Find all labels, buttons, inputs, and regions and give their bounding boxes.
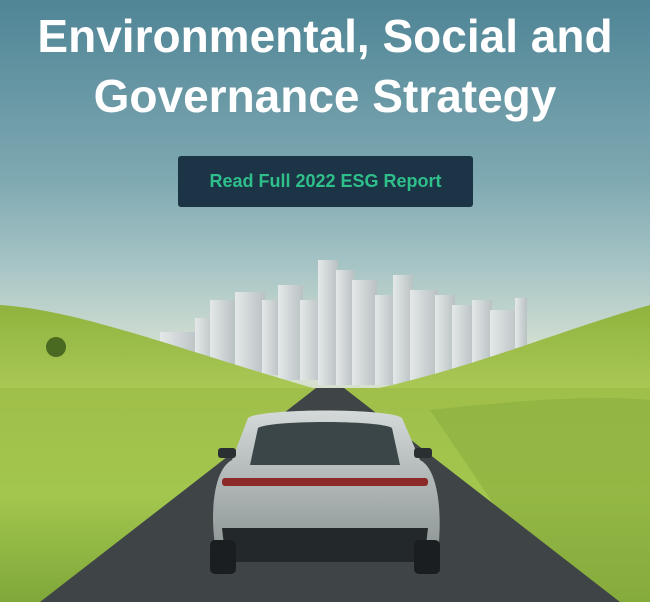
- car: [210, 410, 440, 574]
- right-grass-shadow: [430, 398, 650, 602]
- read-esg-report-button[interactable]: Read Full 2022 ESG Report: [178, 156, 473, 207]
- bush: [46, 337, 66, 357]
- city-skyline: [160, 260, 527, 385]
- page-title: Environmental, Social and Governance Str…: [37, 10, 613, 122]
